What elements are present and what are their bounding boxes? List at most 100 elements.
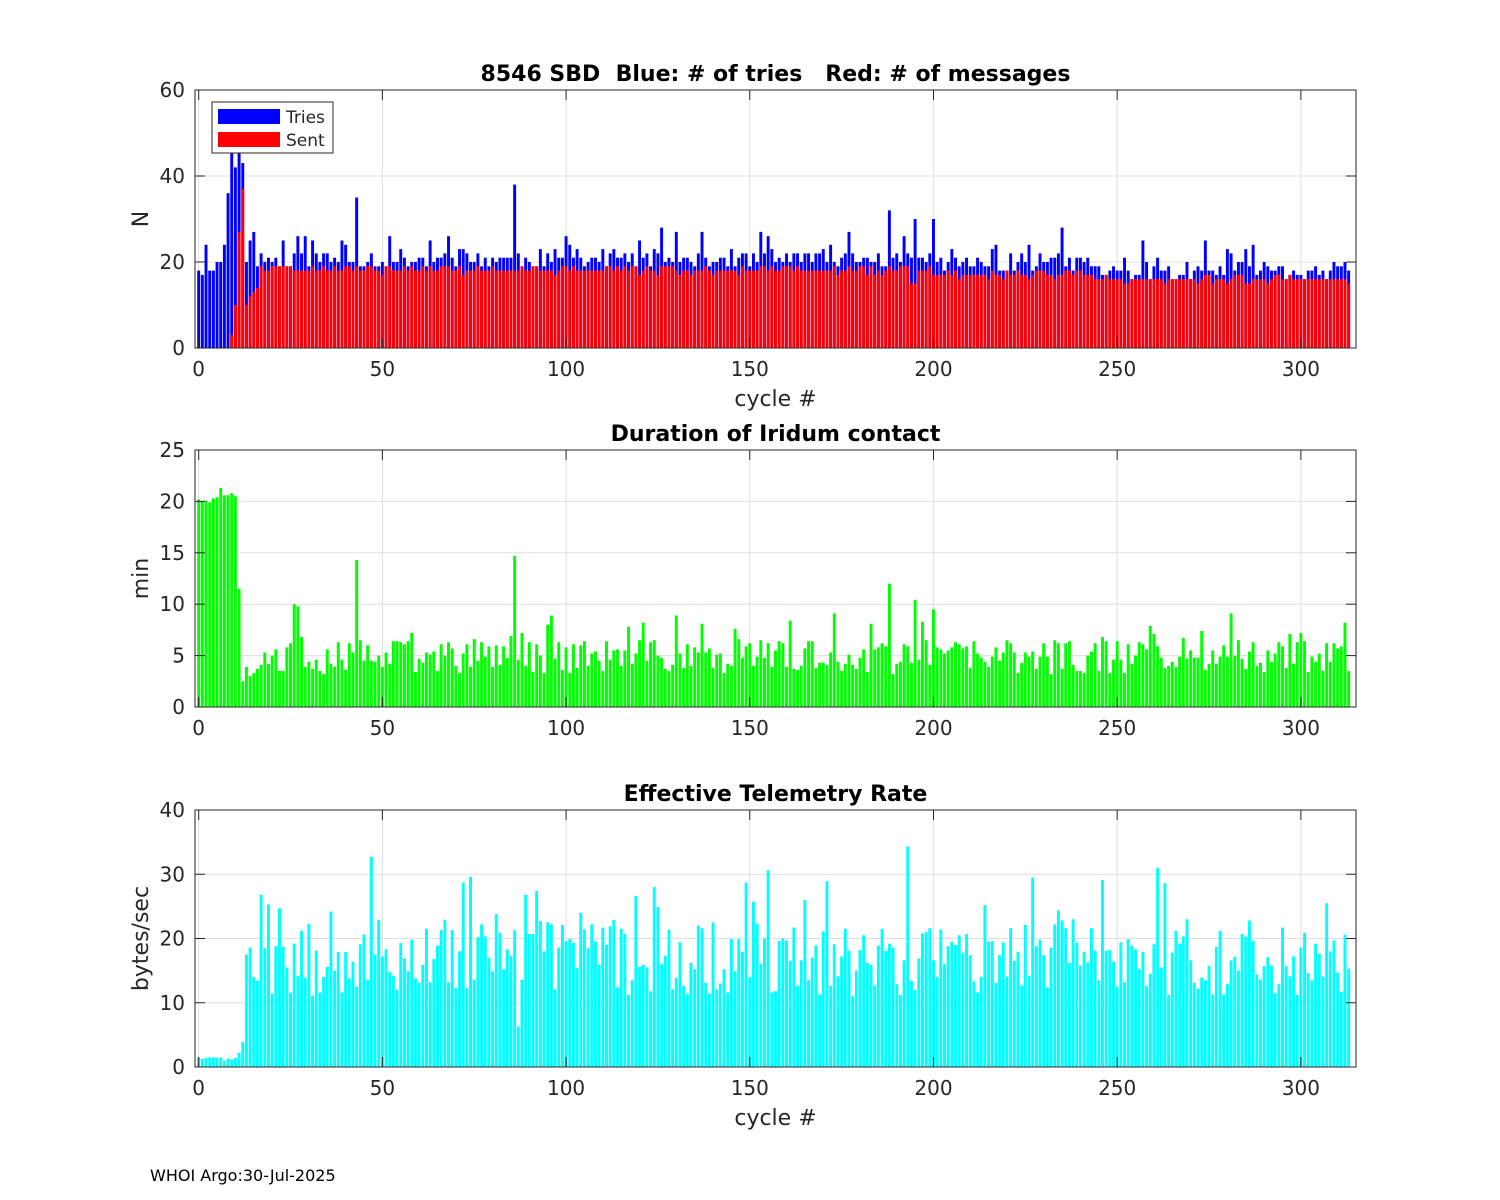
- rate-bar: [329, 911, 333, 1067]
- duration-bar: [1152, 634, 1156, 707]
- rate-xtick-label: 250: [1098, 1076, 1136, 1100]
- rate-bar: [641, 964, 645, 1067]
- sent-bar: [935, 274, 939, 348]
- duration-bar: [1001, 652, 1005, 707]
- duration-title: Duration of Iridum contact: [611, 422, 941, 447]
- sent-bar: [1086, 274, 1090, 348]
- sent-bar: [939, 274, 943, 348]
- rate-bar: [1009, 928, 1013, 1067]
- rate-bar: [520, 979, 524, 1067]
- duration-bar: [1321, 671, 1325, 707]
- duration-bar: [847, 654, 851, 707]
- duration-bar: [538, 655, 542, 707]
- rate-bar: [1086, 962, 1090, 1067]
- sbd-xtick-label: 200: [914, 357, 952, 381]
- duration-bar: [215, 497, 219, 707]
- duration-bar: [428, 654, 432, 707]
- sent-bar: [1347, 283, 1351, 348]
- rate-bar: [1034, 946, 1038, 1067]
- duration-bar: [696, 652, 700, 707]
- duration-bar: [825, 664, 829, 707]
- duration-bar: [998, 660, 1002, 707]
- sent-bar: [832, 266, 836, 348]
- sent-bar: [524, 270, 528, 348]
- sent-bar: [674, 270, 678, 348]
- sent-bar: [402, 266, 406, 348]
- sent-bar: [1012, 274, 1016, 348]
- rate-bar: [311, 995, 315, 1067]
- sent-bar: [685, 270, 689, 348]
- rate-bar: [241, 1041, 245, 1067]
- sent-bar: [248, 296, 252, 348]
- rate-bar: [1126, 939, 1130, 1067]
- rate-bar: [998, 955, 1002, 1067]
- sent-bar: [652, 270, 656, 348]
- rate-bar: [1310, 980, 1314, 1067]
- duration-bar: [1009, 643, 1013, 707]
- duration-bar: [678, 653, 682, 707]
- rate-bar: [502, 969, 506, 1067]
- sent-bar: [597, 270, 601, 348]
- rate-bar: [674, 977, 678, 1067]
- rate-bar: [1196, 988, 1200, 1067]
- rate-bar: [1295, 995, 1299, 1067]
- sent-bar: [1218, 279, 1222, 348]
- duration-bar: [355, 559, 359, 707]
- rate-bar: [439, 930, 443, 1067]
- sent-bar: [413, 270, 417, 348]
- rate-bar: [696, 925, 700, 1067]
- duration-bar: [1317, 653, 1321, 707]
- duration-bar: [858, 657, 862, 707]
- rate-bar: [777, 941, 781, 1067]
- sent-bar: [388, 266, 392, 348]
- rate-bar: [594, 941, 597, 1067]
- sent-bar: [1104, 274, 1108, 348]
- sent-bar: [807, 270, 811, 348]
- duration-bar: [458, 673, 462, 707]
- duration-bar: [1251, 642, 1255, 707]
- sent-bar: [1339, 279, 1343, 348]
- rate-bar: [244, 954, 248, 1067]
- duration-bar: [1045, 656, 1049, 707]
- sent-bar: [1284, 279, 1288, 348]
- rate-bar: [542, 951, 546, 1067]
- rate-bar: [252, 977, 256, 1067]
- sent-bar: [1078, 270, 1082, 348]
- duration-bar: [1233, 655, 1237, 707]
- sent-bar: [729, 270, 733, 348]
- rate-bar: [785, 940, 788, 1067]
- rate-bar: [454, 987, 458, 1067]
- duration-bar: [487, 646, 491, 707]
- sent-bar: [682, 270, 686, 348]
- rate-bar: [1259, 979, 1262, 1067]
- sent-bar: [461, 274, 465, 348]
- sent-bar: [333, 266, 337, 348]
- rate-bar: [634, 896, 638, 1067]
- duration-bar: [1247, 651, 1251, 707]
- rate-bar: [766, 870, 770, 1067]
- rate-bar: [1038, 939, 1042, 1067]
- rate-bar: [263, 948, 267, 1067]
- duration-bar: [777, 641, 781, 707]
- rate-bar: [1185, 919, 1189, 1067]
- sent-bar: [1270, 279, 1273, 348]
- duration-bar: [1134, 655, 1138, 707]
- rate-bar: [759, 963, 763, 1067]
- rate-bar: [1089, 928, 1093, 1067]
- rate-bar: [748, 977, 752, 1067]
- duration-bar: [252, 673, 256, 707]
- sent-bar: [1053, 279, 1057, 348]
- sent-bar: [1178, 279, 1182, 348]
- rate-bar: [579, 912, 583, 1067]
- duration-bar: [333, 666, 337, 707]
- sent-bar: [623, 266, 627, 348]
- rate-bar: [1244, 936, 1248, 1067]
- rate-bar: [961, 952, 965, 1067]
- sent-bar: [917, 270, 921, 348]
- rate-bar: [1075, 942, 1079, 1067]
- sent-bar: [843, 270, 847, 348]
- duration-bar: [880, 643, 884, 707]
- sent-bar: [895, 270, 899, 348]
- rate-bar: [608, 926, 612, 1067]
- sent-bar: [270, 266, 274, 348]
